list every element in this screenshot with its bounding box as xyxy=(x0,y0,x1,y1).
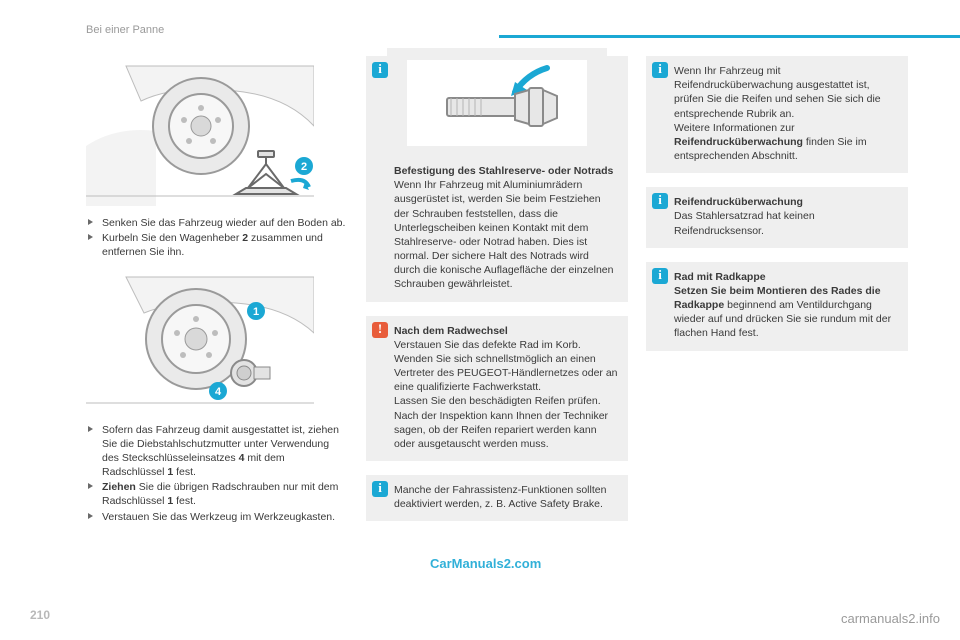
svg-text:2: 2 xyxy=(301,161,307,173)
text-bold: Reifendrucküberwachung xyxy=(674,136,803,148)
bullet-text: Ziehen Sie die übrigen Radschrauben nur … xyxy=(102,481,338,507)
bullet-item: Senken Sie das Fahrzeug wieder auf den B… xyxy=(86,216,348,230)
warn-box-after-change: ! Nach dem Radwechsel Verstauen Sie das … xyxy=(366,316,628,462)
info-icon: i xyxy=(652,193,668,209)
info-box-bolt: i xyxy=(366,56,628,302)
footer-url: carmanuals2.info xyxy=(841,611,940,626)
bullet-item: Kurbeln Sie den Wagenheber 2 zusammen un… xyxy=(86,231,348,259)
bullet-item: Sofern das Fahrzeug damit ausgestattet i… xyxy=(86,423,348,480)
bullet-text: Senken Sie das Fahrzeug wieder auf den B… xyxy=(102,217,345,229)
warn-box-line: Wenden Sie sich schnellstmöglich an eine… xyxy=(394,353,618,393)
svg-text:1: 1 xyxy=(253,306,259,318)
info-box-tpms: i Wenn Ihr Fahrzeug mit Reifendrucküberw… xyxy=(646,56,908,173)
info-box-body: Das Stahlersatzrad hat keinen Reifendruc… xyxy=(674,210,815,236)
info-box-tpms-sensor: i Reifendrucküberwachung Das Stahlersatz… xyxy=(646,187,908,248)
bullet-item: Verstauen Sie das Werkzeug im Werkzeugka… xyxy=(86,510,348,524)
illustration-jack: 2 xyxy=(86,56,314,206)
info-box-line: Weitere Informationen zur Reifendruckübe… xyxy=(674,122,867,162)
column-2: i xyxy=(366,56,628,590)
svg-text:4: 4 xyxy=(215,386,222,398)
info-box-title: Befestigung des Stahlreserve- oder Notra… xyxy=(394,165,613,177)
section-title: Bei einer Panne xyxy=(86,24,164,36)
illustration-lugnut: 1 4 xyxy=(86,273,314,413)
accent-rule xyxy=(499,35,960,38)
warn-box-line: Lassen Sie den beschädigten Reifen prüfe… xyxy=(394,395,608,450)
info-box-title: Reifendrucküberwachung xyxy=(674,196,803,208)
info-box-body: Setzen Sie beim Montieren des Rades die … xyxy=(674,285,891,340)
bullet-list-b: Sofern das Fahrzeug damit ausgestattet i… xyxy=(86,423,348,525)
info-box-line: Wenn Ihr Fahrzeug mit Reifendrucküberwac… xyxy=(674,65,881,120)
content-columns: 2 Senken Sie das Fahrzeug wieder auf den… xyxy=(86,56,920,590)
info-icon: i xyxy=(372,481,388,497)
bullet-text: Kurbeln Sie den Wagenheber 2 zusammen un… xyxy=(102,232,323,258)
column-1: 2 Senken Sie das Fahrzeug wieder auf den… xyxy=(86,56,348,590)
illustration-bolt xyxy=(366,48,628,158)
info-box-hubcap: i Rad mit Radkappe Setzen Sie beim Monti… xyxy=(646,262,908,351)
info-icon: i xyxy=(652,268,668,284)
bullet-text: Sofern das Fahrzeug damit ausgestattet i… xyxy=(102,424,339,479)
info-icon: i xyxy=(652,62,668,78)
info-box-title: Rad mit Radkappe xyxy=(674,271,766,283)
warn-box-title: Nach dem Radwechsel xyxy=(394,325,508,337)
page-number: 210 xyxy=(30,608,50,622)
column-3: i Wenn Ihr Fahrzeug mit Reifendrucküberw… xyxy=(646,56,908,590)
info-box-body: Wenn Ihr Fahrzeug mit Aluminiumrädern au… xyxy=(394,179,614,290)
text: Weitere Informationen zur xyxy=(674,122,795,134)
warn-icon: ! xyxy=(372,322,388,338)
info-box-body: Manche der Fahrassistenz-Funktionen soll… xyxy=(394,484,606,510)
bullet-item: Ziehen Sie die übrigen Radschrauben nur … xyxy=(86,480,348,508)
info-icon: i xyxy=(372,62,388,78)
info-box-assist: i Manche der Fahrassistenz-Funktionen so… xyxy=(366,475,628,521)
bullet-text: Verstauen Sie das Werkzeug im Werkzeugka… xyxy=(102,511,335,523)
watermark: CarManuals2.com xyxy=(430,556,541,571)
warn-box-line: Verstauen Sie das defekte Rad im Korb. xyxy=(394,339,581,351)
bullet-list-a: Senken Sie das Fahrzeug wieder auf den B… xyxy=(86,216,348,261)
